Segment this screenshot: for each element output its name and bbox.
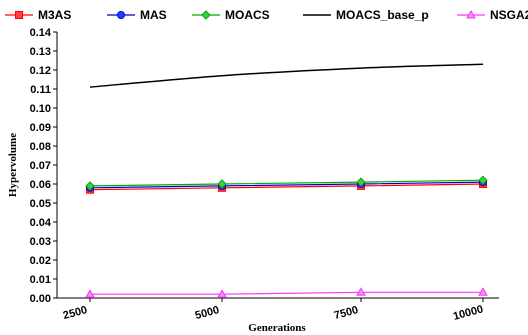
x-tick-label: 5000: [194, 304, 221, 322]
data-point-nsga2: [356, 287, 366, 296]
y-axis-title: Hypervolume: [7, 133, 19, 197]
series-layer: [85, 63, 488, 298]
data-point-moacs: [217, 179, 227, 189]
data-point-moacs: [356, 177, 366, 187]
y-tick-label: 0.11: [30, 84, 51, 96]
series-line-moacs: [89, 179, 484, 187]
x-tick-label: 7500: [333, 304, 360, 322]
series-line-moacs-base-p: [89, 63, 484, 88]
y-tick-label: 0.01: [30, 274, 51, 286]
y-tick-label: 0.00: [30, 293, 51, 305]
x-axis-title: Generations: [248, 322, 306, 334]
y-tick-label: 0.02: [30, 255, 51, 267]
y-tick-label: 0.04: [30, 217, 52, 229]
y-tick-label: 0.06: [30, 179, 51, 191]
data-point-moacs: [478, 175, 488, 185]
legend-marker: [201, 10, 211, 20]
legend-item-moacs-base-p: MOACS_base_p: [303, 8, 429, 22]
x-tick-label: 2500: [62, 304, 89, 322]
legend-label: M3AS: [38, 8, 71, 22]
y-tick-label: 0.07: [30, 160, 51, 172]
legend-item-moacs: MOACS: [192, 8, 270, 22]
y-tick-label: 0.13: [30, 46, 51, 58]
legend-marker: [466, 9, 476, 19]
y-tick-label: 0.09: [30, 122, 51, 134]
series-moacs-base-p: [89, 63, 484, 88]
legend-item-m3as: M3AS: [5, 8, 71, 22]
legend-marker: [117, 11, 125, 19]
series-line-nsga2: [90, 291, 483, 295]
legend-item-mas: MAS: [107, 8, 167, 22]
y-tick-label: 0.14: [30, 27, 52, 39]
series-mas: [86, 178, 487, 192]
data-point-nsga2: [85, 289, 95, 298]
plot-area: 0.00 0.01 0.02 0.03 0.04 0.05 0.06 0.07 0.08 0.09…: [30, 27, 499, 323]
legend-label: NSGA2: [490, 8, 528, 22]
series-line-m3as: [89, 183, 484, 191]
y-tick-label: 0.10: [30, 103, 51, 115]
legend-label: MOACS: [225, 8, 270, 22]
series-nsga2: [85, 287, 488, 298]
series-moacs: [85, 175, 488, 191]
y-tick-label: 0.05: [30, 198, 51, 210]
data-point-moacs: [85, 181, 95, 191]
legend-item-nsga2: NSGA2: [457, 8, 528, 22]
series-line-mas: [89, 181, 484, 189]
legend-label: MAS: [140, 8, 167, 22]
legend-label: MOACS_base_p: [336, 8, 429, 22]
y-ticks: 0.00 0.01 0.02 0.03 0.04 0.05 0.06 0.07 0.08 0.09…: [30, 27, 57, 305]
data-point-nsga2: [217, 289, 227, 298]
legend-marker: [15, 11, 23, 19]
y-tick-label: 0.03: [30, 236, 51, 248]
data-point-nsga2: [478, 287, 488, 296]
y-tick-label: 0.08: [30, 141, 51, 153]
y-tick-label: 0.12: [30, 65, 51, 77]
legend: M3AS MAS MOACS MOACS_base_p NSGA2: [5, 8, 528, 22]
x-ticks: 2500 5000 7500 10000: [62, 298, 485, 323]
x-tick-label: 10000: [452, 303, 485, 323]
